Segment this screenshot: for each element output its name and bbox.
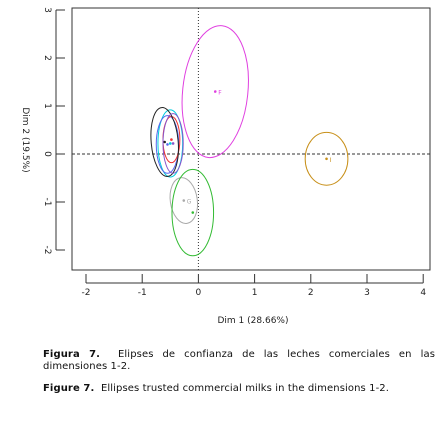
- confidence-ellipse: [181, 25, 249, 159]
- y-tick-label: 2: [42, 55, 52, 61]
- centroid-point: [170, 138, 173, 141]
- plot-frame: [71, 7, 431, 271]
- x-tick-label: 3: [364, 288, 370, 298]
- confidence-ellipse: [304, 131, 349, 186]
- ellipse-label: I: [330, 157, 332, 164]
- x-tick-label: 2: [308, 288, 314, 298]
- ellipse-outline: [181, 25, 249, 159]
- ellipse-label: F: [218, 90, 222, 97]
- centroid-point: [166, 143, 169, 146]
- centroid-point: [213, 90, 217, 93]
- y-tick-label: 1: [42, 103, 52, 109]
- x-tick-label: 4: [420, 288, 426, 298]
- centroid-point: [163, 140, 166, 144]
- caption-spanish-text: Elipses de confianza de las leches comer…: [43, 349, 436, 372]
- ellipse-outline: [162, 113, 184, 174]
- ellipse-outline: [150, 107, 179, 177]
- centroid-point: [169, 142, 172, 145]
- y-tick-label: 0: [42, 151, 52, 157]
- y-tick-label: 3: [42, 7, 52, 13]
- ellipse-outline: [157, 109, 184, 178]
- centroid-point: [325, 157, 328, 161]
- y-axis-title: Dim 2 (19.5%): [20, 107, 30, 172]
- confidence-ellipse: [157, 109, 184, 178]
- y-tick-label: -1: [42, 198, 52, 207]
- caption-english-label: Figure 7.: [43, 383, 95, 394]
- caption-spanish-label: Figura 7.: [43, 349, 101, 360]
- confidence-ellipse: [150, 107, 179, 177]
- x-tick-label: -2: [82, 288, 91, 298]
- caption-spanish: Figura 7. Elipses de confianza de las le…: [43, 349, 435, 373]
- x-tick-label: 0: [196, 288, 202, 298]
- caption-english-text: Ellipses trusted commercial milks in the…: [100, 383, 390, 394]
- x-tick-label: -1: [138, 288, 147, 298]
- ellipse-outline: [304, 131, 349, 186]
- caption-english: Figure 7. Ellipses trusted commercial mi…: [43, 383, 435, 395]
- centroid-point: [191, 211, 195, 214]
- x-tick-label: 1: [252, 288, 258, 298]
- ellipse-label: G: [187, 199, 192, 206]
- x-axis-title: Dim 1 (28.66%): [218, 316, 289, 326]
- centroid-point: [171, 142, 175, 145]
- centroid-point: [182, 199, 186, 202]
- ellipse-outline: [171, 168, 215, 257]
- y-tick-label: -2: [42, 246, 52, 255]
- confidence-ellipse: [171, 168, 215, 257]
- confidence-ellipse: [162, 113, 184, 174]
